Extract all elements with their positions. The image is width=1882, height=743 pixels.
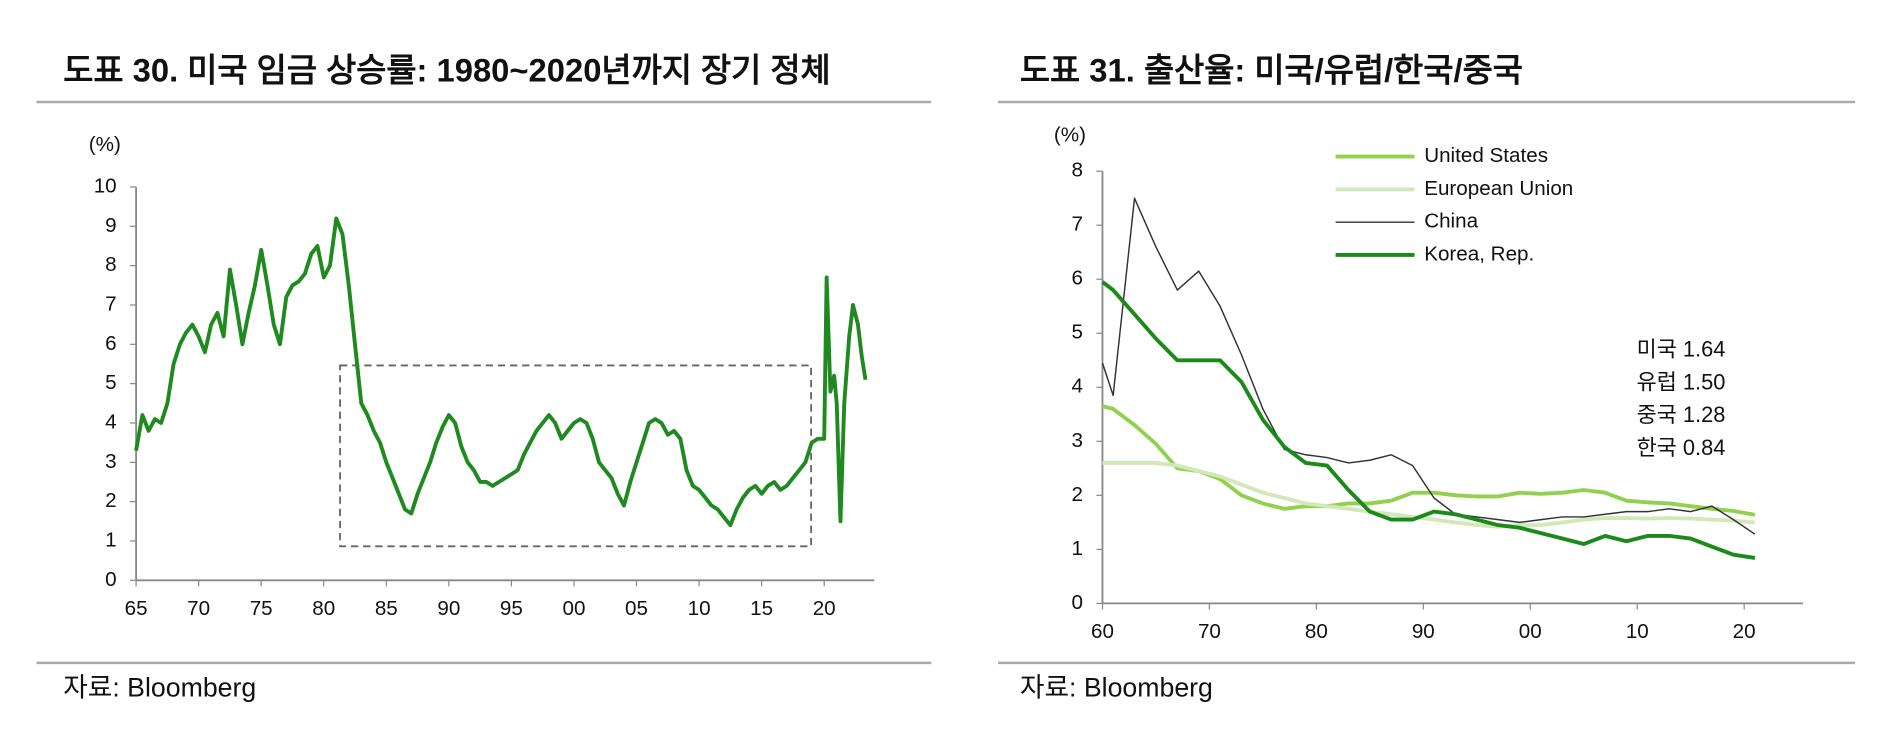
y-tick-label: 10: [94, 174, 117, 197]
source: 자료: Bloomberg: [63, 673, 256, 703]
y-tick-label: 9: [105, 214, 116, 237]
annotation: 미국 1.64: [1637, 337, 1726, 362]
legend-label: Korea, Rep.: [1424, 242, 1534, 265]
y-tick-label: 2: [105, 489, 116, 512]
y-tick-label: 6: [1072, 267, 1083, 290]
annotation: 유럽 1.50: [1637, 369, 1726, 394]
y-tick-label: 2: [1072, 483, 1083, 506]
y-tick-label: 0: [105, 568, 116, 591]
y-tick-label: 1: [1072, 537, 1083, 560]
x-tick-label: 70: [187, 597, 210, 620]
y-tick-label: 6: [105, 332, 116, 355]
y-tick-label: 5: [1072, 321, 1083, 344]
y-tick-label: 3: [1072, 429, 1083, 452]
x-tick-label: 00: [562, 597, 585, 620]
x-tick-label: 10: [1626, 620, 1649, 643]
y-tick-label: 8: [105, 253, 116, 276]
source: 자료: Bloomberg: [1020, 673, 1213, 703]
y-tick-label: 3: [105, 450, 116, 473]
x-tick-label: 75: [250, 597, 273, 620]
legend-label: United States: [1424, 144, 1548, 167]
x-tick-label: 70: [1198, 620, 1221, 643]
x-tick-label: 05: [625, 597, 648, 620]
x-tick-label: 15: [750, 597, 773, 620]
y-tick-label: 4: [105, 410, 116, 433]
y-tick-label: 4: [1072, 375, 1083, 398]
data-line: [1102, 460, 1756, 529]
y-axis-label: (%): [89, 133, 121, 156]
x-tick-label: 20: [1733, 620, 1756, 643]
data-line: [134, 216, 868, 528]
x-tick-label: 90: [437, 597, 460, 620]
highlight-box: [339, 364, 813, 548]
x-tick-label: 20: [813, 597, 836, 620]
x-tick-label: 80: [1305, 620, 1328, 643]
chart-title: 도표 31. 출산율: 미국/유럽/한국/중국: [1020, 51, 1523, 88]
y-tick-label: 5: [105, 371, 116, 394]
x-tick-label: 85: [375, 597, 398, 620]
y-tick-label: 8: [1072, 159, 1083, 182]
y-tick-label: 1: [105, 528, 116, 551]
y-tick-label: 0: [1072, 591, 1083, 614]
y-tick-label: 7: [1072, 213, 1083, 236]
x-tick-label: 80: [312, 597, 335, 620]
y-axis-label: (%): [1054, 123, 1086, 146]
x-tick-label: 90: [1412, 620, 1435, 643]
annotation: 중국 1.28: [1637, 402, 1726, 427]
data-line: [1101, 197, 1756, 535]
legend-label: China: [1424, 210, 1478, 233]
legend-label: European Union: [1424, 177, 1573, 200]
y-tick-label: 7: [105, 292, 116, 315]
x-tick-label: 60: [1091, 620, 1114, 643]
x-tick-label: 65: [125, 597, 148, 620]
chart-title: 도표 30. 미국 임금 상승률: 1980~2020년까지 장기 정체: [63, 51, 830, 88]
data-line: [1101, 280, 1756, 560]
annotation: 한국 0.84: [1637, 435, 1726, 460]
x-tick-label: 95: [500, 597, 523, 620]
x-tick-label: 00: [1519, 620, 1542, 643]
x-tick-label: 10: [688, 597, 711, 620]
